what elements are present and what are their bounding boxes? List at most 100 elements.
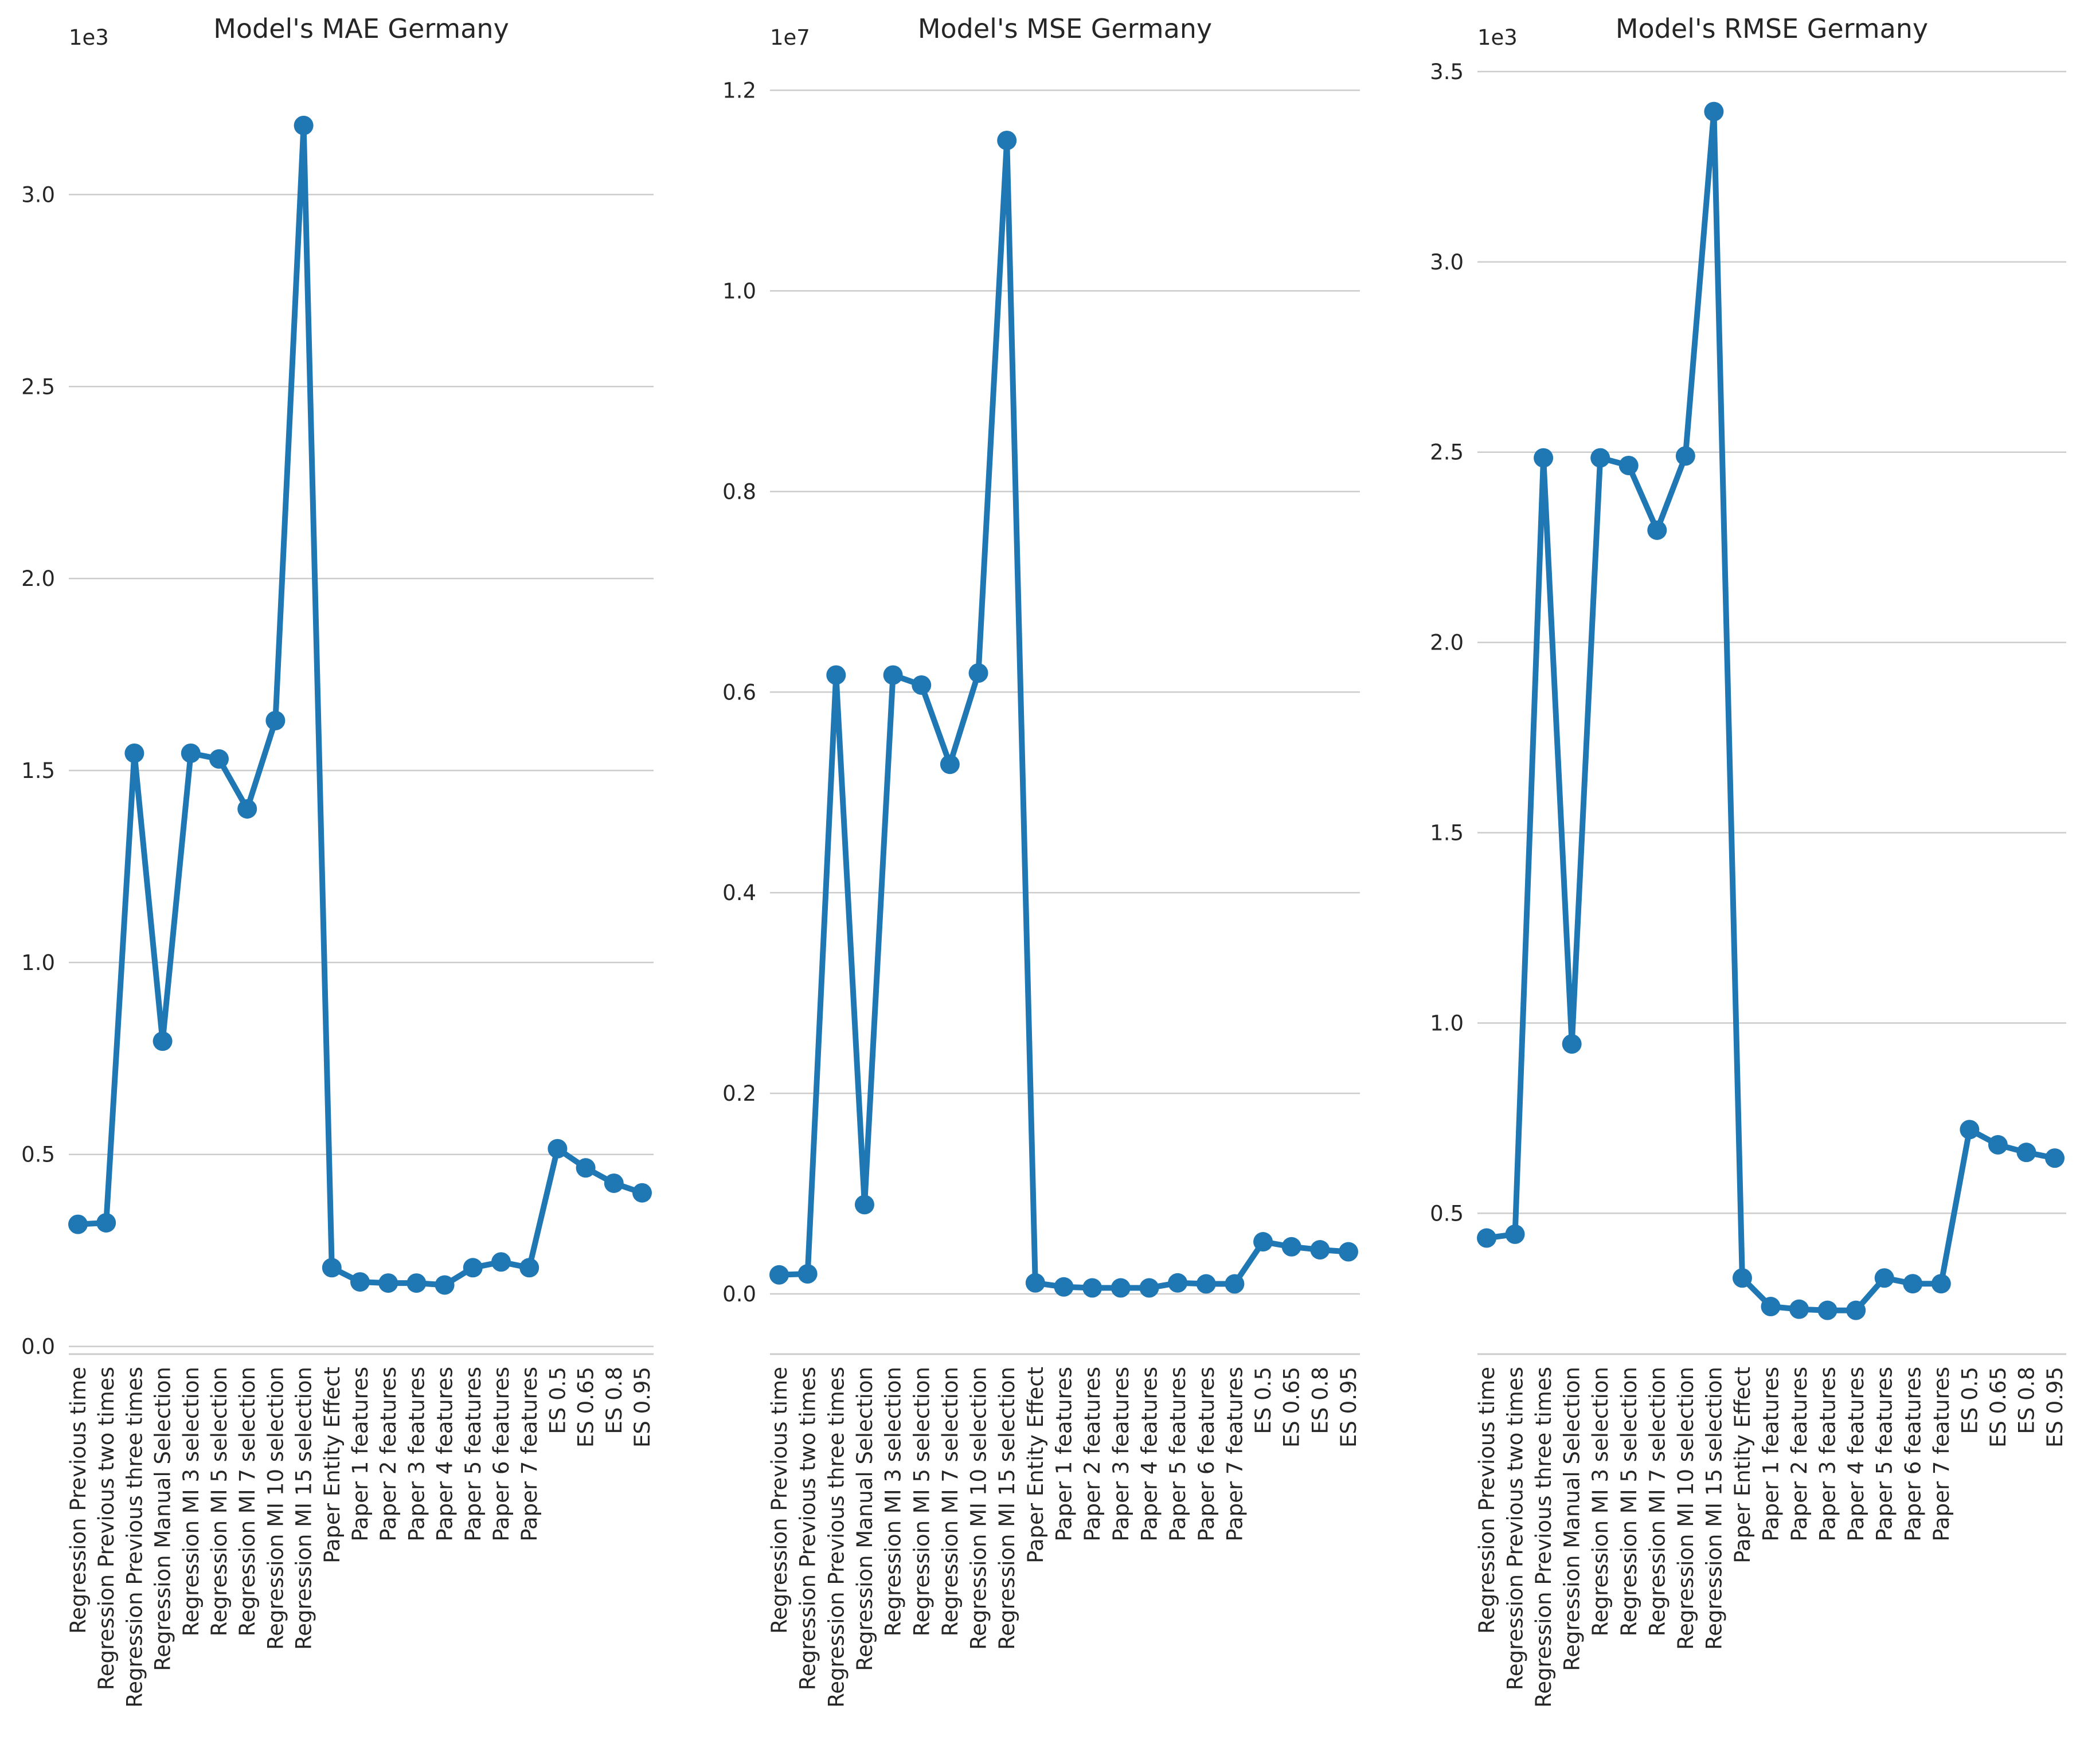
mse-chart-title: Model's MSE Germany	[918, 13, 1212, 44]
mse-data-point	[1082, 1278, 1102, 1298]
mse-xtick-label: Regression Previous time	[767, 1367, 792, 1634]
rmse-xtick-label: Regression Previous three times	[1531, 1367, 1556, 1708]
rmse-data-point	[1505, 1224, 1525, 1244]
rmse-xtick-label: ES 0.5	[1957, 1367, 1982, 1434]
mse-ytick-label: 0.8	[722, 479, 756, 504]
mse-data-point	[940, 754, 960, 775]
mae-data-point	[237, 799, 257, 819]
mae-xtick-label: Regression MI 5 selection	[207, 1367, 232, 1636]
mae-xtick-label: Regression Manual Selection	[151, 1367, 175, 1671]
mse-ytick-label: 1.0	[722, 279, 756, 303]
rmse-xtick-label: Regression Manual Selection	[1560, 1367, 1585, 1671]
mae-data-point	[548, 1139, 568, 1159]
rmse-data-point	[2016, 1143, 2036, 1163]
rmse-ytick-label: 3.0	[1430, 250, 1464, 275]
mse-data-point	[1281, 1237, 1301, 1257]
mae-xtick-label: Regression MI 3 selection	[179, 1367, 204, 1636]
rmse-chart-panel: 0.5 1.0 1.5 2.0 2.5 3.0 3.5 Model's RMSE German…	[1430, 13, 2067, 1708]
mse-ytick-label: 0.4	[722, 881, 756, 905]
mse-xtick-label: Regression MI 3 selection	[881, 1367, 906, 1636]
mse-xtick-label: Paper 3 features	[1109, 1367, 1133, 1542]
rmse-data-point	[1647, 520, 1667, 540]
mae-xtick-label: Paper 2 features	[376, 1367, 401, 1542]
rmse-xtick-label: Regression Previous time	[1475, 1367, 1499, 1634]
mse-ytick-label: 0.2	[722, 1081, 756, 1106]
mse-data-point	[1225, 1274, 1245, 1294]
rmse-data-point	[1761, 1297, 1781, 1317]
mae-data-point	[265, 710, 286, 730]
rmse-data-point	[1732, 1268, 1752, 1288]
mae-data-point	[463, 1258, 483, 1278]
mae-xtick-label: ES 0.65	[574, 1367, 599, 1448]
mae-scale-offset-label: 1e3	[69, 25, 109, 50]
rmse-xtick-label: Paper 2 features	[1787, 1367, 1812, 1542]
mae-xtick-label: Regression MI 10 selection	[263, 1367, 288, 1650]
mae-xtick-label: Paper 3 features	[404, 1367, 429, 1542]
rmse-xtick-label: Regression MI 10 selection	[1674, 1367, 1698, 1650]
mae-data-point	[435, 1275, 455, 1295]
mae-ytick-label: 3.0	[21, 182, 55, 207]
mse-xtick-label: Paper 5 features	[1166, 1367, 1190, 1542]
rmse-xtick-label: ES 0.8	[2014, 1367, 2039, 1434]
mae-data-point	[406, 1273, 427, 1293]
mae-ytick-label: 1.0	[21, 951, 55, 975]
rmse-data-point	[1675, 446, 1695, 466]
mse-data-point	[769, 1265, 789, 1285]
mae-data-point	[576, 1158, 596, 1178]
mse-chart-panel: 0.0 0.2 0.4 0.6 0.8 1.0 1.2 Model's MSE Germany…	[722, 13, 1361, 1708]
rmse-data-point	[1789, 1299, 1809, 1319]
mse-xtick-label: ES 0.95	[1336, 1367, 1361, 1448]
mse-xtick-label: Regression MI 5 selection	[909, 1367, 934, 1636]
mae-ytick-label: 0.5	[21, 1143, 55, 1167]
rmse-xtick-label: Paper 7 features	[1929, 1367, 1954, 1542]
rmse-ytick-label: 1.0	[1430, 1011, 1464, 1035]
rmse-data-point	[1960, 1120, 1980, 1140]
mse-data-point	[1339, 1242, 1358, 1262]
mse-data-point	[1253, 1232, 1273, 1252]
rmse-xtick-label: Paper 1 features	[1759, 1367, 1784, 1542]
mse-scale-offset-label: 1e7	[770, 25, 810, 50]
mae-data-point	[491, 1252, 511, 1272]
rmse-data-point	[1931, 1274, 1951, 1294]
rmse-data-point	[1903, 1274, 1923, 1294]
mse-series-line	[776, 138, 1351, 1291]
rmse-data-point	[1846, 1300, 1866, 1320]
mse-xtick-label: Regression Manual Selection	[853, 1367, 877, 1671]
rmse-ytick-label: 3.5	[1430, 60, 1464, 84]
mse-data-point	[968, 663, 988, 683]
mae-data-point	[632, 1183, 652, 1203]
mse-data-point	[912, 675, 932, 695]
mae-chart-title: Model's MAE Germany	[213, 13, 509, 44]
mae-xtick-label: Paper 4 features	[433, 1367, 458, 1542]
mae-xtick-label: Regression MI 15 selection	[292, 1367, 316, 1650]
mse-xtick-label: Paper 1 features	[1052, 1367, 1077, 1542]
mae-data-point	[322, 1258, 342, 1278]
rmse-ytick-label: 1.5	[1430, 821, 1464, 846]
rmse-scale-offset-label: 1e3	[1477, 25, 1518, 50]
mse-data-point	[1310, 1240, 1330, 1260]
rmse-data-point	[1590, 448, 1610, 468]
mse-ytick-label: 1.2	[722, 78, 756, 103]
mae-xtick-label: Paper 6 features	[489, 1367, 514, 1542]
mse-xtick-label: Regression Previous three times	[824, 1367, 849, 1708]
mse-data-point	[797, 1264, 818, 1284]
mse-xtick-label: Paper 2 features	[1080, 1367, 1105, 1542]
mse-data-point	[883, 665, 903, 685]
mse-xtick-label: Paper 4 features	[1137, 1367, 1162, 1542]
rmse-xtick-label: Paper 3 features	[1816, 1367, 1840, 1542]
mse-xtick-label: Regression MI 7 selection	[938, 1367, 963, 1636]
mse-ytick-label: 0.6	[722, 680, 756, 705]
mae-xtick-label: ES 0.8	[602, 1367, 627, 1434]
rmse-data-point	[1817, 1300, 1837, 1320]
rmse-ytick-label: 0.5	[1430, 1201, 1464, 1226]
mae-series-line	[75, 122, 645, 1288]
mae-data-point	[96, 1212, 116, 1233]
rmse-chart-title: Model's RMSE Germany	[1616, 13, 1928, 44]
rmse-ytick-label: 2.5	[1430, 440, 1464, 465]
mse-xtick-label: ES 0.5	[1251, 1367, 1276, 1434]
rmse-xtick-label: Paper 5 features	[1872, 1367, 1897, 1542]
mse-data-point	[1054, 1277, 1074, 1297]
mae-xtick-label: Paper 1 features	[348, 1367, 373, 1542]
rmse-xtick-label: ES 0.95	[2043, 1367, 2067, 1448]
